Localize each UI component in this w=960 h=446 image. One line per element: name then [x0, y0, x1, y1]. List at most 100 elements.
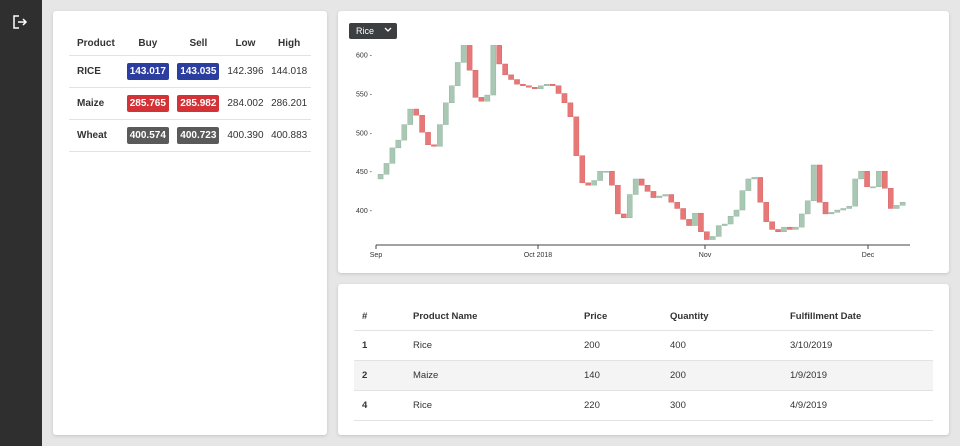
candle: [621, 213, 627, 219]
candle: [644, 184, 651, 192]
order-product: Maize: [405, 360, 576, 391]
order-product: Rice: [405, 330, 576, 361]
sell-price-badge[interactable]: 400.723: [177, 127, 220, 144]
candle: [603, 170, 609, 173]
candle: [419, 115, 425, 133]
chart-card: 400 - 450 - 500 - 550 - 600 - Sep Oct 2018 Nov D…: [338, 11, 949, 273]
candle: [727, 216, 734, 225]
candle: [460, 45, 467, 63]
product-selector[interactable]: Rice: [349, 23, 397, 39]
order-index: 1: [354, 330, 405, 361]
order-index: 4: [354, 390, 405, 421]
prices-table: Product Buy Sell Low High RICE 143.017 1…: [69, 31, 311, 152]
order-index: 2: [354, 360, 405, 391]
y-tick-label: 500 -: [356, 130, 373, 137]
x-tick-label: Oct 2018: [524, 252, 553, 259]
y-tick-label: 600 -: [356, 53, 373, 60]
header-high: High: [267, 31, 311, 56]
buy-price-badge[interactable]: 143.017: [126, 63, 169, 80]
low-price: 284.002: [223, 87, 268, 120]
order-date: 3/10/2019: [782, 330, 933, 361]
candlestick-chart: 400 - 450 - 500 - 550 - 600 - Sep Oct 2018 Nov D…: [356, 45, 910, 259]
product-name: Maize: [69, 87, 123, 120]
candle: [401, 124, 408, 141]
header-low: Low: [223, 31, 268, 56]
candle: [579, 155, 586, 184]
candle: [775, 229, 781, 232]
candle: [383, 163, 390, 175]
sell-price-badge[interactable]: 143.035: [177, 63, 220, 80]
order-product: Rice: [405, 390, 576, 421]
order-price: 220: [576, 390, 662, 421]
table-row[interactable]: 2 Maize 140 200 1/9/2019: [354, 360, 933, 391]
candle: [591, 180, 597, 186]
candle: [870, 186, 876, 189]
candle: [668, 194, 675, 203]
candle: [698, 212, 704, 232]
candle: [490, 45, 497, 96]
x-tick-label: Nov: [699, 252, 712, 259]
table-row[interactable]: 1 Rice 200 400 3/10/2019: [354, 330, 933, 361]
candle: [662, 194, 669, 197]
high-price: 400.883: [267, 119, 311, 152]
candle: [882, 170, 888, 189]
candle: [632, 178, 639, 195]
header-product: Product: [69, 31, 123, 56]
candle: [597, 170, 603, 181]
candle: [389, 147, 396, 164]
high-price: 144.018: [267, 55, 311, 88]
price-row-maize[interactable]: Maize 285.765 285.982 284.002 286.201: [69, 87, 311, 120]
orders-card: # Product Name Price Quantity Fulfillmen…: [338, 284, 949, 435]
candle: [514, 79, 520, 85]
candle: [502, 63, 508, 76]
candle: [888, 188, 894, 209]
y-tick-label: 450 -: [356, 169, 373, 176]
candle: [448, 85, 455, 104]
buy-price-badge[interactable]: 400.574: [126, 127, 169, 144]
candle: [431, 144, 437, 147]
candle: [804, 200, 811, 215]
price-row-rice[interactable]: RICE 143.017 143.035 142.396 144.018: [69, 55, 311, 88]
order-price: 200: [576, 330, 662, 361]
prices-header-row: Product Buy Sell Low High: [69, 31, 311, 56]
candle: [852, 178, 858, 207]
header-price: Price: [576, 302, 662, 331]
candle: [454, 62, 461, 86]
candle: [733, 209, 740, 217]
candle: [799, 213, 805, 228]
logout-icon[interactable]: [12, 14, 28, 30]
candle: [650, 191, 657, 198]
candle: [840, 208, 847, 211]
candle: [537, 85, 544, 90]
candle: [686, 219, 692, 226]
candle: [615, 184, 621, 215]
candle: [893, 205, 900, 209]
candle: [739, 190, 746, 211]
candle: [567, 102, 574, 118]
header-index: #: [354, 302, 405, 331]
y-tick-label: 550 -: [356, 92, 373, 99]
candle: [787, 226, 793, 230]
candle: [757, 177, 764, 203]
candle: [781, 226, 787, 232]
price-row-wheat[interactable]: Wheat 400.574 400.723 400.390 400.883: [69, 119, 311, 152]
orders-table: # Product Name Price Quantity Fulfillmen…: [354, 302, 933, 421]
candle: [721, 223, 728, 226]
order-quantity: 200: [662, 360, 782, 391]
sell-price-badge[interactable]: 285.982: [177, 95, 220, 112]
buy-price-badge[interactable]: 285.765: [126, 95, 169, 112]
candle: [532, 87, 538, 90]
candle: [561, 93, 568, 104]
candle: [715, 225, 722, 237]
x-tick-label: Dec: [862, 252, 875, 259]
candle: [828, 212, 835, 215]
table-row[interactable]: 4 Rice 220 300 4/9/2019: [354, 390, 933, 421]
candle: [680, 208, 686, 220]
candle: [858, 170, 864, 180]
candle: [793, 226, 799, 230]
candle: [674, 202, 680, 209]
candle: [710, 236, 716, 240]
low-price: 142.396: [223, 55, 268, 88]
high-price: 286.201: [267, 87, 311, 120]
candle: [377, 174, 384, 180]
